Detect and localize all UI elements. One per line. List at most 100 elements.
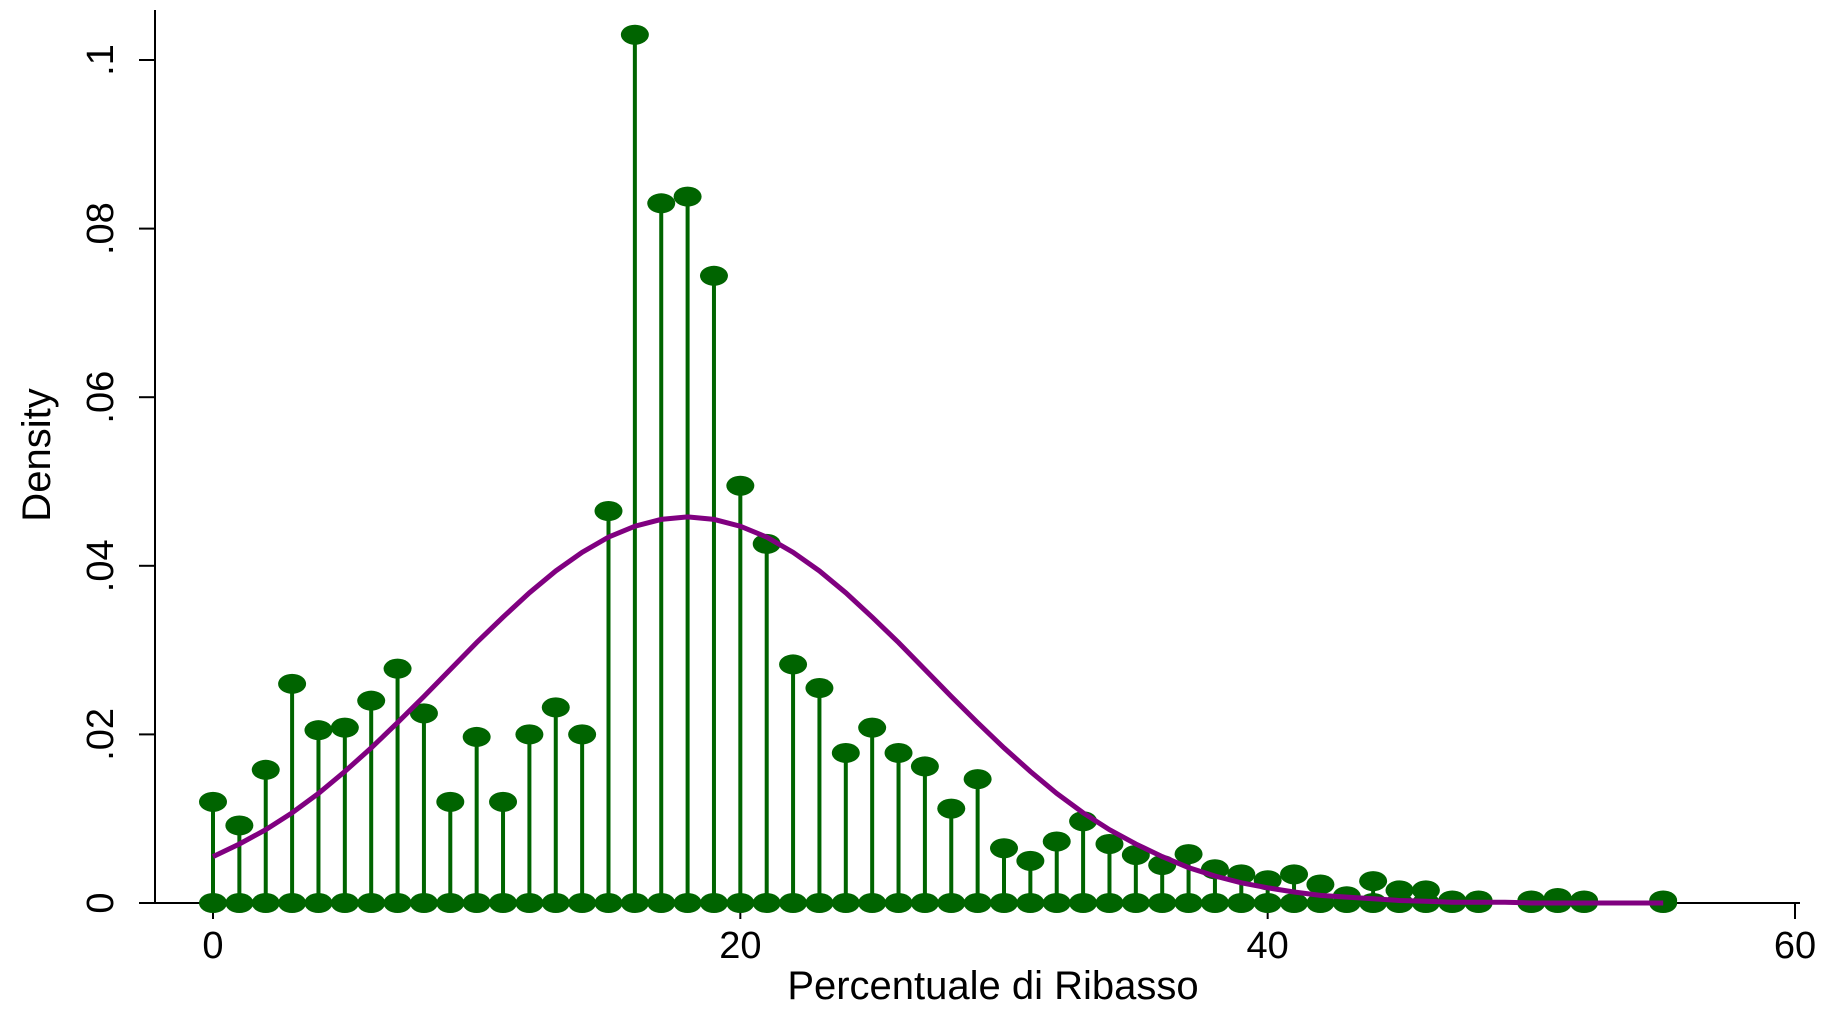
stem-base-marker: [1148, 893, 1177, 913]
stem-point: [1095, 833, 1124, 854]
stem-base-marker: [568, 893, 597, 913]
stem-base-marker: [884, 893, 913, 913]
x-axis-title: Percentuale di Ribasso: [787, 964, 1198, 1008]
stem-point: [489, 791, 518, 812]
stem-base-marker: [278, 893, 307, 913]
stem-point: [225, 815, 254, 836]
stem-base-marker: [699, 893, 728, 913]
stem-point: [963, 769, 992, 790]
stem-point: [805, 678, 834, 699]
stem-point: [1306, 874, 1335, 895]
stem-base-marker: [937, 893, 966, 913]
stem-base-marker: [963, 893, 992, 913]
x-tick-label: 40: [1247, 925, 1289, 967]
stem-point: [726, 475, 755, 496]
stem-point: [1649, 890, 1678, 911]
stem-base-marker: [910, 893, 939, 913]
stem-point: [278, 673, 307, 694]
x-tick-label: 0: [202, 925, 223, 967]
stem-point: [1016, 850, 1045, 871]
x-tick-label: 60: [1774, 925, 1816, 967]
y-axis: 0 .02 .04 .06 .08 .1: [80, 10, 156, 914]
stem-base-marker: [990, 893, 1018, 913]
stem-point: [1385, 880, 1414, 901]
stem-point: [436, 791, 465, 812]
stem-base-marker: [779, 893, 808, 913]
stem-base-marker: [251, 893, 280, 913]
stem-base-marker: [1253, 893, 1282, 913]
stem-point: [910, 756, 939, 777]
stem-base-marker: [1016, 893, 1045, 913]
stem-point: [647, 193, 676, 214]
stem-base-marker: [409, 893, 438, 913]
stem-point: [304, 720, 333, 741]
y-tick-label: .06: [80, 371, 122, 424]
stem-point: [1570, 890, 1599, 911]
stem-base-marker: [1095, 893, 1124, 913]
y-tick-label: .1: [80, 44, 122, 76]
stem-base-marker: [1280, 893, 1309, 913]
stem-base-marker: [304, 893, 333, 913]
stem-point: [858, 717, 887, 738]
stem-base-marker: [1042, 893, 1071, 913]
stem-point: [1174, 844, 1203, 865]
stem-base-marker: [647, 893, 676, 913]
normal-density-curve: [211, 514, 1664, 906]
stem-point: [594, 501, 623, 522]
stem-point: [251, 759, 280, 780]
y-tick-label: .02: [80, 708, 122, 761]
stem-base-marker: [1174, 893, 1203, 913]
stem-point: [937, 798, 966, 819]
stem-base-marker: [673, 893, 702, 913]
stem-base-marker: [1121, 893, 1150, 913]
stem-point: [884, 742, 913, 763]
x-tick-label: 20: [719, 925, 761, 967]
stem-series: [199, 24, 1678, 913]
stem-point: [673, 186, 702, 207]
stem-point: [515, 724, 544, 745]
stem-point: [357, 690, 386, 711]
stem-base-marker: [199, 893, 227, 913]
stem-base-marker: [620, 893, 649, 913]
stem-point: [699, 265, 728, 286]
y-tick-label: 0: [80, 892, 122, 913]
stem-point: [620, 24, 649, 45]
stem-point: [462, 726, 491, 747]
stem-point: [409, 703, 438, 724]
stem-point: [990, 838, 1018, 859]
stem-base-marker: [805, 893, 834, 913]
stem-point: [568, 724, 597, 745]
y-tick-label: .04: [80, 539, 122, 592]
stem-base-marker: [1069, 893, 1098, 913]
stem-point: [831, 742, 860, 763]
stem-point: [541, 697, 570, 718]
stem-base-marker: [594, 893, 623, 913]
stem-base-marker: [1227, 893, 1256, 913]
stem-point: [199, 791, 227, 812]
stem-base-marker: [515, 893, 544, 913]
y-axis-title: Density: [15, 388, 59, 521]
stem-point: [1042, 831, 1071, 852]
stem-base-marker: [752, 893, 781, 913]
stem-base-marker: [357, 893, 386, 913]
stem-base-marker: [436, 893, 465, 913]
stem-point: [383, 658, 412, 679]
stem-base-marker: [1200, 893, 1229, 913]
stem-point: [779, 654, 808, 675]
stem-base-marker: [489, 893, 518, 913]
stem-point: [1280, 864, 1309, 885]
y-tick-label: .08: [80, 202, 122, 255]
stem-base-marker: [225, 893, 254, 913]
stem-base-marker: [462, 893, 491, 913]
stem-base-marker: [858, 893, 887, 913]
stem-point: [1359, 871, 1388, 892]
stem-base-marker: [541, 893, 570, 913]
normal-curve-layer: [211, 514, 1664, 906]
x-axis: 0 20 40 60: [155, 902, 1816, 967]
stem-base-marker: [383, 893, 412, 913]
stem-base-marker: [831, 893, 860, 913]
stem-base-marker: [726, 893, 755, 913]
stem-point: [330, 717, 359, 738]
stem-base-marker: [330, 893, 359, 913]
